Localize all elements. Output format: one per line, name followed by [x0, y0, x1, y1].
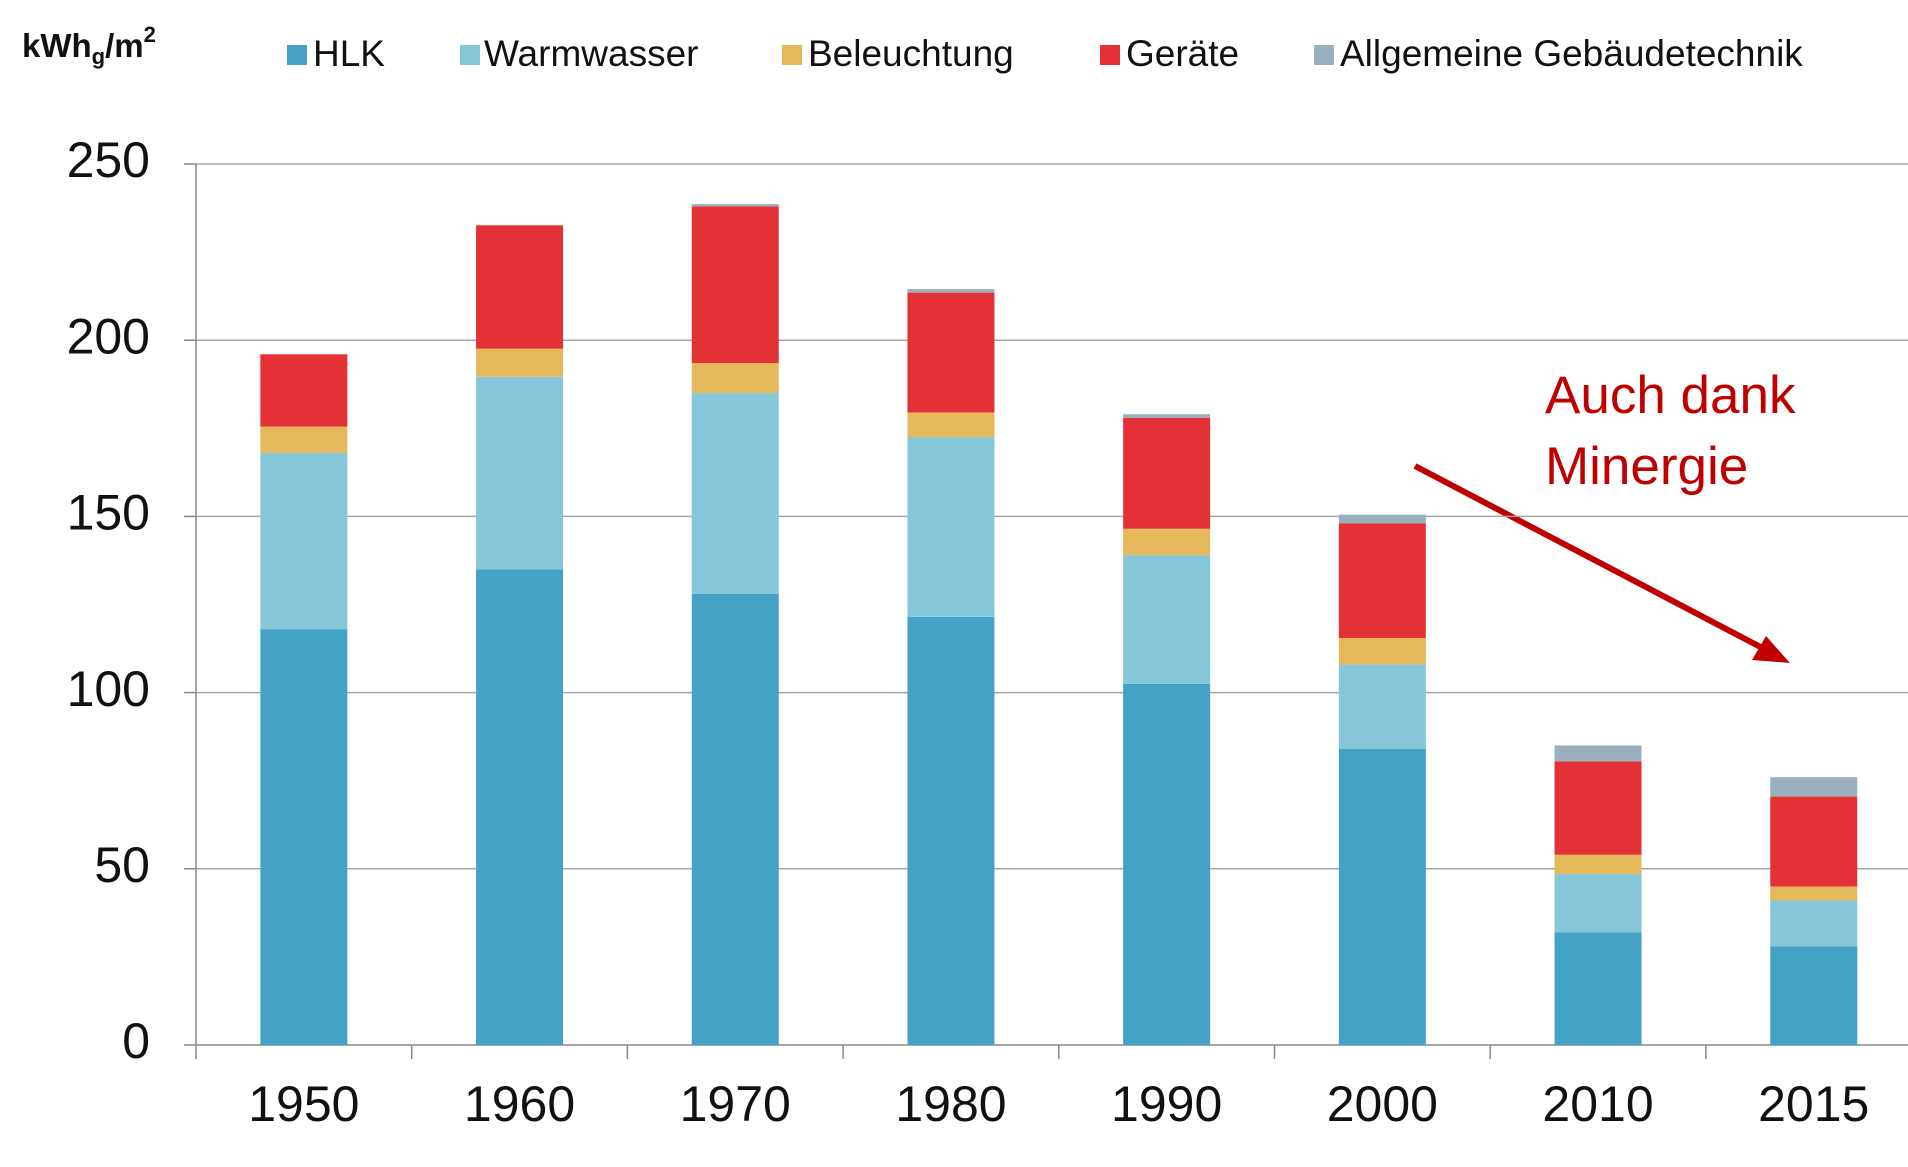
legend-swatch: [460, 45, 480, 65]
bar-segment: [1338, 514, 1426, 524]
bar-segment: [907, 412, 995, 438]
annotation-text: Minergie: [1545, 437, 1748, 496]
legend-label: Beleuchtung: [808, 33, 1014, 74]
bar-segment: [1123, 414, 1211, 418]
unit-base: kWh: [22, 27, 92, 64]
annotation-text: Auch dank: [1545, 366, 1796, 425]
bar-segment: [1770, 796, 1858, 887]
y-tick-label: 200: [67, 308, 150, 364]
bar-segment: [907, 437, 995, 617]
bar-segment: [1338, 748, 1426, 1045]
bar-segment: [1554, 745, 1642, 762]
bar-segment: [1770, 900, 1858, 947]
y-tick-label: 50: [94, 837, 150, 893]
y-tick-label: 250: [67, 132, 150, 188]
x-tick-label: 1980: [895, 1076, 1006, 1132]
bar-segment: [691, 593, 779, 1045]
bar-segment: [476, 569, 564, 1045]
x-tick-label: 2010: [1542, 1076, 1653, 1132]
unit-sup: 2: [144, 22, 156, 47]
annotation-arrowhead: [1752, 636, 1790, 663]
y-tick-label: 0: [122, 1013, 150, 1069]
bar-segment: [907, 289, 995, 293]
legend-label: Warmwasser: [484, 33, 698, 74]
y-tick-label: 150: [67, 485, 150, 541]
legend-swatch: [1100, 45, 1120, 65]
legend-swatch: [287, 45, 307, 65]
x-tick-label: 2015: [1758, 1076, 1869, 1132]
bar-segment: [1123, 683, 1211, 1045]
bar-segment: [476, 348, 564, 377]
bar-segment: [1554, 854, 1642, 875]
x-tick-label: 2000: [1327, 1076, 1438, 1132]
bar-segment: [691, 204, 779, 207]
legend-swatch: [1314, 45, 1334, 65]
bar-segment: [1338, 664, 1426, 749]
bar-segment: [1123, 555, 1211, 684]
annotation-arrow: [1413, 463, 1772, 655]
bar-segment: [1123, 528, 1211, 556]
bar-segment: [1338, 637, 1426, 665]
bar-segment: [260, 354, 348, 427]
bar-segment: [260, 629, 348, 1045]
x-tick-label: 1960: [464, 1076, 575, 1132]
bar-segment: [1123, 417, 1211, 529]
legend-label: HLK: [313, 33, 385, 74]
bar-segment: [1770, 886, 1858, 901]
unit-mid: /m: [105, 27, 144, 64]
y-axis-label: kWhg/m2: [22, 22, 156, 69]
x-tick-label: 1990: [1111, 1076, 1222, 1132]
x-tick-label: 1950: [248, 1076, 359, 1132]
bar-segment: [260, 426, 348, 453]
bar-segment: [260, 452, 348, 630]
legend-label: Geräte: [1126, 33, 1239, 74]
bar-segment: [907, 292, 995, 413]
bar-segment: [691, 206, 779, 364]
legend-label: Allgemeine Gebäudetechnik: [1340, 33, 1803, 74]
y-tick-label: 100: [67, 661, 150, 717]
bar-segment: [691, 393, 779, 594]
x-tick-label: 1970: [680, 1076, 791, 1132]
bar-segment: [476, 376, 564, 570]
unit-sub: g: [92, 44, 105, 69]
bar-segment: [1554, 932, 1642, 1045]
bar-segment: [1554, 761, 1642, 855]
bar-segment: [1770, 946, 1858, 1045]
bar-segment: [1338, 523, 1426, 638]
bar-segment: [1770, 777, 1858, 797]
bar-segment: [691, 363, 779, 394]
bar-segment: [907, 616, 995, 1045]
bar-segment: [476, 225, 564, 349]
bar-segment: [1554, 874, 1642, 933]
legend-swatch: [782, 45, 802, 65]
